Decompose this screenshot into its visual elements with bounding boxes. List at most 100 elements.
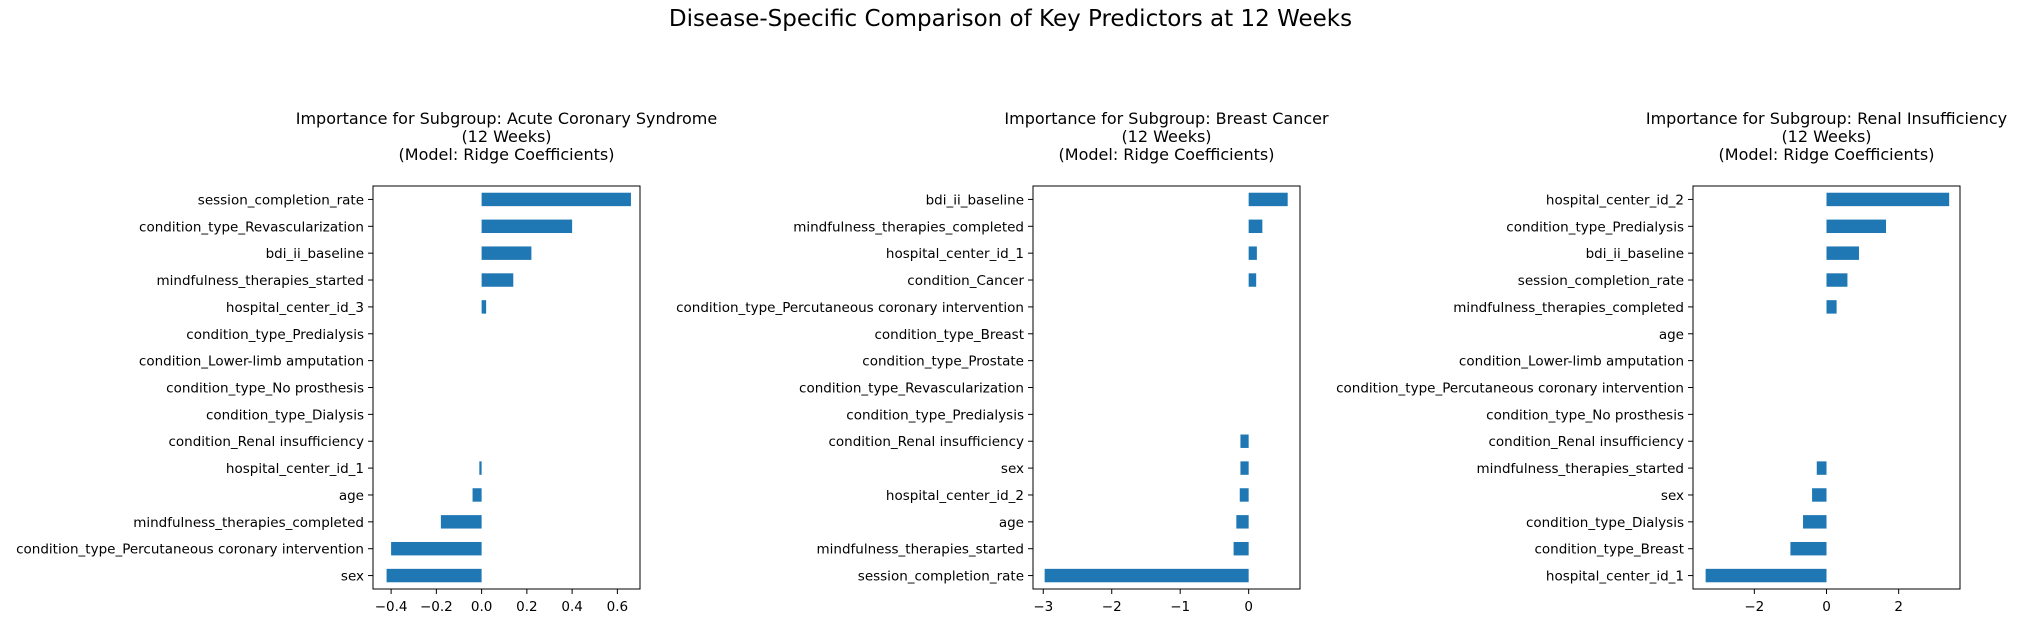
bar	[1248, 246, 1257, 260]
bar	[481, 219, 573, 234]
chart-title-line: (12 Weeks)	[1781, 127, 1871, 146]
x-tick-label: 2	[1894, 599, 1903, 615]
x-tick-label: −0.2	[420, 599, 453, 615]
bar	[440, 515, 482, 529]
y-tick-label: hospital_center_id_2	[1546, 192, 1684, 208]
y-tick-label: sex	[1001, 461, 1024, 477]
bar	[1233, 541, 1249, 556]
y-tick-label: hospital_center_id_2	[886, 488, 1024, 504]
figure-suptitle: Disease-Specific Comparison of Key Predi…	[668, 6, 1353, 32]
y-tick-label: session_completion_rate	[858, 569, 1024, 585]
x-tick-label: −2	[1744, 599, 1764, 615]
y-tick-label: condition_type_Percutaneous coronary int…	[1336, 381, 1684, 397]
y-tick-label: hospital_center_id_1	[886, 246, 1024, 262]
y-tick-label: mindfulness_therapies_started	[817, 542, 1024, 558]
x-tick-label: −0.4	[375, 599, 408, 615]
y-tick-label: condition_type_No prosthesis	[166, 381, 364, 397]
y-tick-label: condition_type_Percutaneous coronary int…	[16, 542, 364, 558]
bar	[1816, 461, 1827, 475]
y-tick-label: age	[999, 515, 1024, 531]
y-tick-label: condition_type_Breast	[1535, 542, 1685, 558]
bar	[1790, 541, 1827, 556]
y-tick-label: condition_Renal insufficiency	[168, 434, 364, 450]
y-tick-label: condition_type_Breast	[875, 327, 1025, 343]
y-tick-label: sex	[341, 569, 364, 585]
bar	[481, 273, 514, 287]
bar	[1240, 434, 1249, 448]
y-tick-label: age	[339, 488, 364, 504]
bar	[1803, 515, 1827, 529]
y-tick-label: age	[1659, 327, 1684, 343]
chart-title-line: Importance for Subgroup: Breast Cancer	[1004, 109, 1329, 128]
y-tick-label: bdi_ii_baseline	[266, 246, 364, 262]
bar	[1826, 300, 1837, 314]
y-tick-label: mindfulness_therapies_completed	[1453, 300, 1684, 316]
chart-title-line: (Model: Ridge Coefficients)	[399, 145, 615, 164]
y-tick-label: condition_type_Dialysis	[1526, 515, 1684, 531]
bar	[1044, 568, 1249, 583]
bar	[481, 300, 487, 314]
y-tick-label: bdi_ii_baseline	[1586, 246, 1684, 262]
y-tick-label: condition_type_No prosthesis	[1486, 407, 1684, 423]
chart-title-line: (12 Weeks)	[461, 127, 551, 146]
y-tick-label: session_completion_rate	[1518, 273, 1684, 289]
bar	[472, 488, 482, 502]
y-tick-label: condition_Cancer	[907, 273, 1024, 289]
y-tick-label: mindfulness_therapies_completed	[133, 515, 364, 531]
y-tick-label: condition_type_Dialysis	[206, 407, 364, 423]
y-tick-label: condition_Lower-limb amputation	[139, 354, 364, 370]
y-tick-label: condition_Lower-limb amputation	[1459, 354, 1684, 370]
y-tick-label: hospital_center_id_1	[1546, 569, 1684, 585]
bar	[1826, 246, 1859, 260]
bar	[1826, 219, 1887, 234]
y-tick-label: sex	[1661, 488, 1684, 504]
y-tick-label: condition_type_Revascularization	[139, 219, 364, 235]
chart-title-line: (Model: Ridge Coefficients)	[1719, 145, 1935, 164]
chart-title-line: Importance for Subgroup: Renal Insuffici…	[1646, 109, 2007, 128]
y-tick-label: hospital_center_id_3	[226, 300, 364, 316]
bar	[1248, 219, 1263, 234]
bar	[386, 568, 482, 583]
y-tick-label: bdi_ii_baseline	[926, 192, 1024, 208]
bar	[391, 541, 482, 556]
chart-title-line: (12 Weeks)	[1121, 127, 1211, 146]
y-tick-label: condition_Renal insufficiency	[828, 434, 1024, 450]
y-tick-label: session_completion_rate	[198, 192, 364, 208]
y-tick-label: hospital_center_id_1	[226, 461, 364, 477]
y-tick-label: condition_type_Predialysis	[846, 407, 1024, 423]
bar	[1248, 192, 1288, 207]
y-tick-label: mindfulness_therapies_completed	[793, 219, 1024, 235]
bar	[1236, 515, 1249, 529]
x-tick-label: −3	[1033, 599, 1053, 615]
chart-panel-acute-coronary-syndrome: Importance for Subgroup: Acute Coronary …	[16, 109, 717, 615]
bar	[479, 461, 482, 475]
chart-title-line: (Model: Ridge Coefficients)	[1059, 145, 1275, 164]
chart-panel-renal-insufficiency: Importance for Subgroup: Renal Insuffici…	[1336, 109, 2007, 615]
x-tick-label: 0.2	[516, 599, 537, 615]
y-tick-label: condition_type_Predialysis	[1506, 219, 1684, 235]
y-tick-label: mindfulness_therapies_started	[157, 273, 364, 289]
chart-panel-breast-cancer: Importance for Subgroup: Breast Cancer(1…	[676, 109, 1329, 615]
bar	[1812, 488, 1827, 502]
x-tick-label: −1	[1170, 599, 1190, 615]
bar	[1248, 273, 1257, 287]
bar	[481, 192, 631, 207]
x-tick-label: 0	[1244, 599, 1253, 615]
chart-title-line: Importance for Subgroup: Acute Coronary …	[296, 109, 717, 128]
bar	[1240, 461, 1249, 475]
y-tick-label: condition_type_Predialysis	[186, 327, 364, 343]
x-tick-label: 0	[1822, 599, 1831, 615]
x-tick-label: 0.4	[561, 599, 582, 615]
bar	[481, 246, 532, 260]
y-tick-label: condition_type_Prostate	[862, 354, 1024, 370]
y-tick-label: mindfulness_therapies_started	[1477, 461, 1684, 477]
x-tick-label: 0.6	[607, 599, 628, 615]
y-tick-label: condition_type_Percutaneous coronary int…	[676, 300, 1024, 316]
y-tick-label: condition_type_Revascularization	[799, 381, 1024, 397]
x-tick-label: 0.0	[471, 599, 492, 615]
x-tick-label: −2	[1102, 599, 1122, 615]
bar	[1239, 488, 1249, 502]
bar	[1826, 192, 1950, 207]
y-tick-label: condition_Renal insufficiency	[1488, 434, 1684, 450]
